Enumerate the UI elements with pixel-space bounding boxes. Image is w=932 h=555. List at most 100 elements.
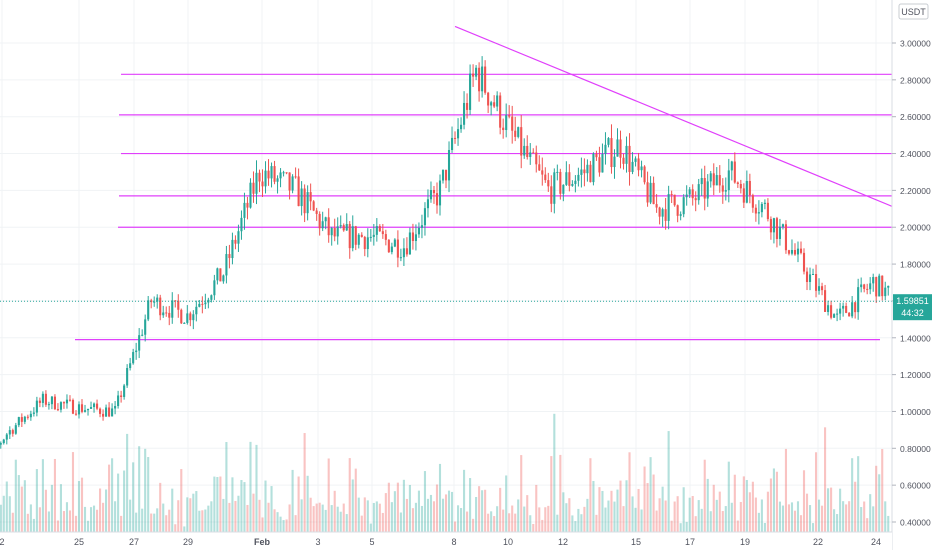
volume-bar xyxy=(450,491,454,532)
candle-body xyxy=(839,308,842,314)
volume-bar xyxy=(574,521,577,532)
candle-body xyxy=(523,145,526,156)
candle-body xyxy=(833,314,836,318)
volume-bar xyxy=(469,478,472,532)
volume-bar xyxy=(192,493,195,532)
candle-body xyxy=(71,399,75,414)
volume-bar xyxy=(47,511,50,532)
candle-body xyxy=(817,286,821,291)
candle-body xyxy=(312,201,315,211)
volume-bar xyxy=(502,509,505,532)
candle-body xyxy=(553,172,556,204)
time-tick-label: Feb xyxy=(254,537,271,547)
volume-bar xyxy=(240,480,243,532)
volume-bar xyxy=(89,507,93,532)
candle-body xyxy=(881,275,884,297)
candle-body xyxy=(432,190,436,194)
candle-body xyxy=(414,234,417,242)
volume-bar xyxy=(258,499,261,532)
volume-bar xyxy=(219,476,222,532)
candle-body xyxy=(700,178,703,185)
volume-bar xyxy=(878,474,881,532)
candle-body xyxy=(532,152,535,154)
candle-body xyxy=(453,137,457,139)
time-axis[interactable]: 2 25 27 29 Feb 3 5 8 10 12 15 17 19 22 24 xyxy=(0,537,881,547)
volume-bar xyxy=(162,503,165,532)
volume-bar xyxy=(120,515,123,532)
volume-bar xyxy=(336,506,339,532)
candle-body xyxy=(435,193,439,206)
volume-bar xyxy=(833,509,836,532)
volume-bar xyxy=(625,480,628,532)
volume-bar xyxy=(884,501,887,532)
volume-bar xyxy=(580,514,583,532)
candle-body xyxy=(727,170,730,191)
candle-body xyxy=(472,73,475,77)
candle-body xyxy=(757,212,760,214)
volume-bar xyxy=(745,479,748,532)
volume-bar xyxy=(490,511,493,532)
currency-badge[interactable]: USDT xyxy=(898,3,929,20)
volume-bar xyxy=(724,506,727,532)
candle-body xyxy=(399,257,402,259)
volume-bar xyxy=(213,476,216,532)
volume-bar xyxy=(586,498,589,532)
candle-body xyxy=(150,300,153,303)
candle-body xyxy=(156,297,159,302)
volume-bar xyxy=(646,483,649,532)
volume-bar xyxy=(92,505,96,532)
volume-bar xyxy=(827,488,830,532)
candle-body xyxy=(279,172,282,179)
volume-bar xyxy=(811,523,815,532)
volume-bar xyxy=(330,505,333,532)
volume-bar xyxy=(478,486,481,532)
candle-body xyxy=(83,410,87,412)
candle-body xyxy=(384,234,387,240)
volume-bar xyxy=(839,488,842,532)
candle-body xyxy=(559,171,562,194)
volume-bar xyxy=(135,512,138,532)
candle-body xyxy=(318,213,321,229)
candle-body xyxy=(544,174,547,181)
candle-body xyxy=(670,194,673,196)
candle-body xyxy=(556,171,559,173)
candle-body xyxy=(547,180,550,187)
volume-bar xyxy=(306,475,309,532)
candle-body xyxy=(420,225,424,228)
volume-bar xyxy=(514,513,517,532)
volume-bar xyxy=(715,499,718,532)
candle-body xyxy=(535,152,538,165)
grid xyxy=(0,0,892,532)
candle-body xyxy=(336,226,339,237)
candle-body xyxy=(836,313,839,315)
volume-bar xyxy=(38,507,41,532)
candle-body xyxy=(417,227,420,235)
candle-body xyxy=(411,232,414,242)
candle-body xyxy=(366,237,369,250)
volume-bar xyxy=(432,501,436,532)
candle-body xyxy=(676,205,679,216)
volume-bar xyxy=(303,433,306,532)
volume-bar xyxy=(357,497,360,532)
candle-body xyxy=(730,161,733,171)
volume-bar xyxy=(790,502,794,532)
candle-body xyxy=(787,250,791,254)
volume-bar xyxy=(339,511,342,532)
candle-body xyxy=(685,194,688,198)
volume-bar xyxy=(860,507,863,532)
candle-body xyxy=(89,407,93,409)
candle-body xyxy=(616,139,619,157)
volume-bar xyxy=(408,484,411,532)
volume-bar xyxy=(793,510,797,532)
volume-bar xyxy=(41,459,44,532)
candle-body xyxy=(796,248,800,255)
candle-body xyxy=(53,396,56,410)
volume-bar xyxy=(739,501,742,532)
candle-body xyxy=(481,66,484,92)
volume-bar xyxy=(652,474,655,532)
candle-body xyxy=(478,67,481,92)
candle-body xyxy=(44,393,47,405)
volume-bar xyxy=(159,482,162,532)
